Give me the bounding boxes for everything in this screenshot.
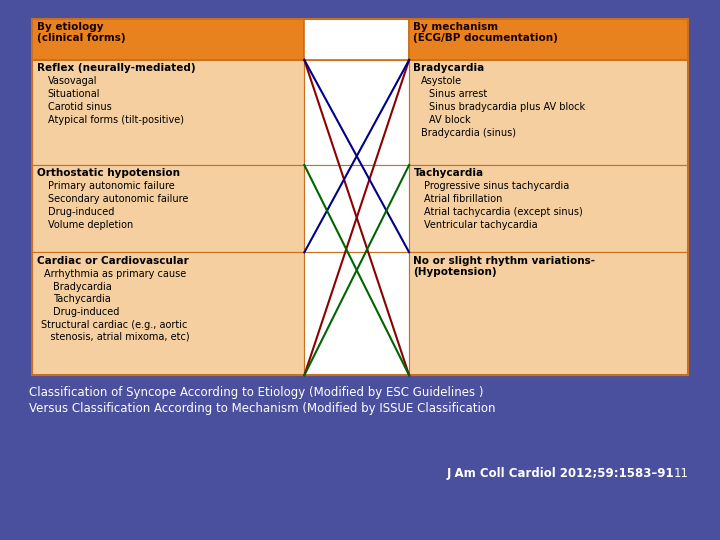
- Text: Drug-induced: Drug-induced: [53, 307, 119, 318]
- Text: By etiology
(clinical forms): By etiology (clinical forms): [37, 22, 125, 43]
- Bar: [409, 19, 688, 60]
- Text: Drug-induced: Drug-induced: [48, 207, 114, 217]
- Text: 11: 11: [673, 467, 688, 480]
- Bar: [305, 19, 409, 60]
- Text: Structural cardiac (e.g., aortic
   stenosis, atrial mixoma, etc): Structural cardiac (e.g., aortic stenosi…: [41, 320, 189, 342]
- Text: Tachycardia: Tachycardia: [413, 168, 484, 178]
- Text: Situational: Situational: [48, 89, 100, 99]
- Text: Sinus arrest: Sinus arrest: [429, 89, 487, 99]
- Text: Sinus bradycardia plus AV block: Sinus bradycardia plus AV block: [429, 102, 585, 112]
- Text: Atrial fibrillation: Atrial fibrillation: [424, 194, 503, 204]
- Text: Classification of Syncope According to Etiology (Modified by ESC Guidelines ): Classification of Syncope According to E…: [29, 386, 483, 399]
- Text: No or slight rhythm variations-
(Hypotension): No or slight rhythm variations- (Hypoten…: [413, 255, 595, 277]
- Text: AV block: AV block: [429, 115, 471, 125]
- Text: Orthostatic hypotension: Orthostatic hypotension: [37, 168, 180, 178]
- Text: Arrhythmia as primary cause: Arrhythmia as primary cause: [44, 268, 186, 279]
- Text: Ventricular tachycardia: Ventricular tachycardia: [424, 220, 538, 230]
- Text: Atrial tachycardia (except sinus): Atrial tachycardia (except sinus): [424, 207, 583, 217]
- Text: Cardiac or Cardiovascular: Cardiac or Cardiovascular: [37, 255, 189, 266]
- Text: Bradycardia: Bradycardia: [413, 63, 485, 73]
- Text: J Am Coll Cardiol 2012;59:1583–91: J Am Coll Cardiol 2012;59:1583–91: [446, 467, 674, 480]
- Text: Carotid sinus: Carotid sinus: [48, 102, 112, 112]
- Text: Asystole: Asystole: [420, 76, 462, 86]
- Text: By mechanism
(ECG/BP documentation): By mechanism (ECG/BP documentation): [413, 22, 558, 43]
- Text: Bradycardia: Bradycardia: [53, 281, 112, 292]
- Text: Volume depletion: Volume depletion: [48, 220, 132, 230]
- Text: Vasovagal: Vasovagal: [48, 76, 97, 86]
- Text: Reflex (neurally-mediated): Reflex (neurally-mediated): [37, 63, 195, 73]
- Text: Tachycardia: Tachycardia: [53, 294, 110, 305]
- Text: Primary autonomic failure: Primary autonomic failure: [48, 181, 174, 191]
- Text: Secondary autonomic failure: Secondary autonomic failure: [48, 194, 188, 204]
- Text: Atypical forms (tilt-positive): Atypical forms (tilt-positive): [48, 115, 184, 125]
- Text: Bradycardia (sinus): Bradycardia (sinus): [420, 128, 516, 138]
- Text: Versus Classification According to Mechanism (Modified by ISSUE Classification: Versus Classification According to Mecha…: [29, 402, 495, 415]
- Text: Progressive sinus tachycardia: Progressive sinus tachycardia: [424, 181, 570, 191]
- Bar: [32, 19, 305, 60]
